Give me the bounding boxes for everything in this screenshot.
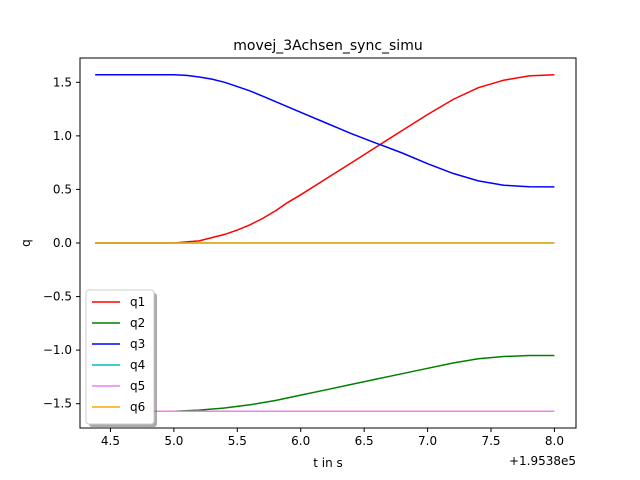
legend-label-q5: q5 bbox=[130, 379, 145, 393]
x-tick-label: 5.0 bbox=[164, 434, 183, 448]
y-tick-label: −1.5 bbox=[43, 397, 72, 411]
x-axis-label: t in s bbox=[313, 456, 343, 470]
x-tick-label: 7.5 bbox=[481, 434, 500, 448]
y-tick-label: −0.5 bbox=[43, 290, 72, 304]
y-tick-label: −1.0 bbox=[43, 343, 72, 357]
series-line-q2 bbox=[95, 354, 555, 413]
series-line-q3 bbox=[95, 74, 555, 188]
chart-title: movej_3Achsen_sync_simu bbox=[233, 38, 422, 54]
x-axis: 4.5 5.0 5.5 6.0 6.5 7.0 7.5 8.0 bbox=[101, 428, 564, 448]
y-tick-label: 0.0 bbox=[53, 236, 72, 250]
x-tick-label: 5.5 bbox=[228, 434, 247, 448]
y-tick-label: 0.5 bbox=[53, 182, 72, 196]
y-tick-label: 1.5 bbox=[53, 75, 72, 89]
x-offset-label: +1.9538e5 bbox=[509, 454, 576, 468]
x-tick-label: 7.0 bbox=[418, 434, 437, 448]
y-axis: −1.5 −1.0 −0.5 0.0 0.5 1.0 1.5 bbox=[43, 75, 80, 411]
legend-label-q6: q6 bbox=[130, 400, 145, 414]
x-tick-label: 4.5 bbox=[101, 434, 120, 448]
y-tick-label: 1.0 bbox=[53, 129, 72, 143]
x-tick-label: 6.0 bbox=[291, 434, 310, 448]
series-line-q1 bbox=[95, 74, 555, 244]
legend: q1 q2 q3 q4 q5 q6 bbox=[85, 289, 157, 427]
legend-label-q3: q3 bbox=[130, 337, 145, 351]
x-tick-label: 8.0 bbox=[545, 434, 564, 448]
legend-label-q4: q4 bbox=[130, 358, 145, 372]
legend-label-q1: q1 bbox=[130, 295, 145, 309]
legend-label-q2: q2 bbox=[130, 316, 145, 330]
y-axis-label: q bbox=[19, 239, 33, 247]
plot-lines bbox=[95, 74, 555, 413]
x-tick-label: 6.5 bbox=[355, 434, 374, 448]
